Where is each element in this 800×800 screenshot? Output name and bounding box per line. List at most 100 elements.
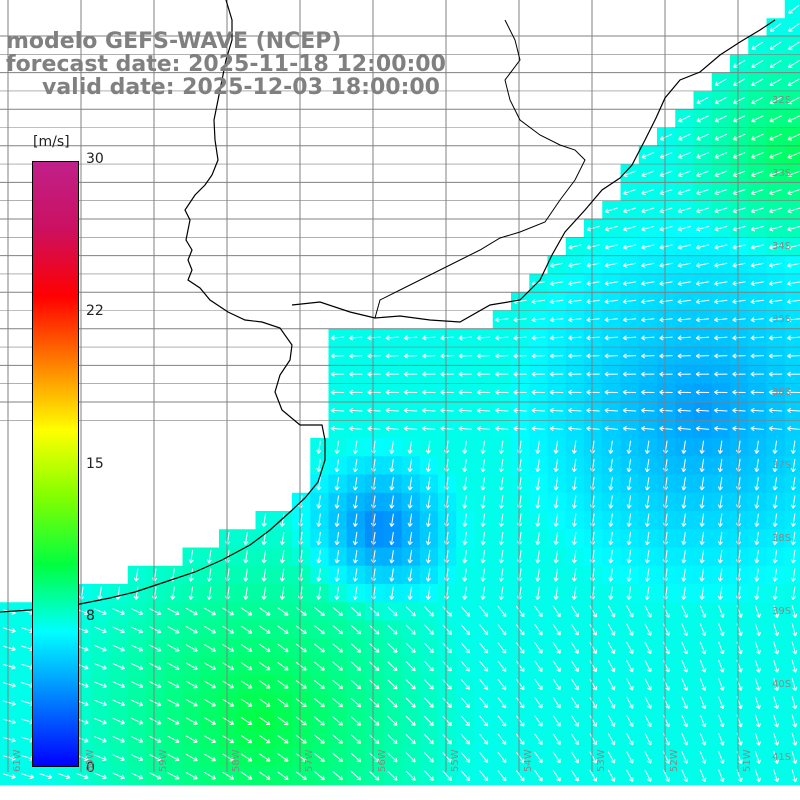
wind-arrow (604, 225, 618, 232)
wind-arrow (791, 750, 798, 764)
wind-arrow (259, 643, 271, 653)
wind-arrow (626, 696, 634, 709)
wind-arrow (112, 644, 126, 652)
wind-arrow (515, 624, 525, 636)
wind-arrow (497, 678, 507, 690)
wind-arrow (644, 660, 652, 673)
wind-arrow (424, 770, 434, 781)
wind-arrow (791, 696, 798, 710)
wind-arrow (678, 115, 691, 123)
wind-arrow (553, 477, 559, 491)
wind-arrow (681, 605, 689, 618)
wind-arrow (185, 680, 198, 689)
wind-arrow (659, 152, 673, 159)
wind-arrow (369, 606, 380, 617)
wind-arrow (750, 225, 764, 232)
wind-arrow (332, 679, 344, 690)
wind-arrow (422, 371, 436, 377)
wind-arrow (167, 772, 180, 780)
wind-arrow (385, 407, 399, 414)
wind-arrow (732, 280, 746, 286)
wind-arrow (768, 426, 783, 432)
wind-arrow (626, 751, 634, 764)
wind-arrow (641, 207, 655, 214)
wind-arrow (644, 495, 650, 509)
wind-arrow (549, 407, 564, 414)
wind-arrow (717, 550, 723, 564)
wind-arrow (277, 661, 289, 671)
wind-arrow (425, 513, 431, 527)
wind-arrow (714, 152, 728, 159)
wind-arrow (112, 699, 126, 707)
wind-arrow (462, 550, 468, 564)
wind-arrow (167, 626, 180, 634)
wind-arrow (277, 643, 289, 653)
wind-arrow (313, 679, 325, 689)
wind-arrow (498, 458, 504, 473)
wind-arrow (769, 41, 782, 50)
wind-arrow (206, 550, 212, 564)
wind-arrow (367, 389, 381, 395)
wind-arrow (568, 244, 582, 250)
wind-arrow (531, 335, 545, 341)
wind-arrow (754, 586, 760, 600)
wind-arrow (534, 733, 543, 745)
wind-arrow (425, 477, 431, 491)
wind-arrow (185, 771, 198, 780)
wind-arrow (349, 389, 363, 395)
wind-arrow (659, 189, 673, 196)
wind-arrow (552, 678, 561, 691)
wind-arrow (422, 407, 436, 414)
wind-arrow (332, 643, 344, 653)
wind-arrow (513, 371, 527, 377)
wind-arrow (425, 495, 431, 509)
wind-arrow (570, 751, 579, 764)
wind-arrow (608, 513, 614, 527)
wind-arrow (149, 717, 162, 725)
wind-arrow (460, 624, 471, 636)
wind-arrow (787, 389, 800, 395)
wind-arrow (458, 335, 472, 341)
wind-arrow (607, 714, 616, 728)
wind-arrow (515, 697, 525, 709)
lat-label: 39S (772, 606, 792, 617)
wind-arrow (313, 606, 325, 616)
wind-arrow (699, 458, 705, 473)
wind-arrow (259, 680, 271, 689)
wind-arrow (316, 458, 322, 473)
wind-arrow (112, 717, 126, 725)
wind-arrow (94, 699, 107, 707)
wind-arrow (279, 513, 285, 527)
wind-arrow (549, 280, 564, 286)
wind-arrow (442, 752, 452, 763)
wind-arrow (313, 771, 325, 781)
wind-arrow (754, 732, 761, 746)
wind-arrow (750, 280, 764, 286)
wind-arrow (772, 477, 778, 491)
wind-arrow (350, 734, 362, 744)
wind-arrow (552, 715, 561, 727)
wind-arrow (243, 586, 249, 600)
wind-arrow (750, 335, 764, 341)
wind-arrow (332, 606, 344, 617)
wind-arrow (787, 335, 800, 341)
wind-arrow (571, 513, 577, 527)
wind-arrow (681, 659, 689, 673)
wind-arrow (714, 299, 728, 305)
wind-arrow (677, 317, 691, 323)
wind-arrow (659, 371, 673, 377)
wind-arrow (535, 531, 541, 546)
wind-arrow (589, 678, 598, 691)
wind-arrow (422, 353, 436, 359)
lon-label: 56W (377, 749, 388, 772)
wind-arrow (754, 440, 760, 454)
wind-arrow (243, 531, 249, 546)
wind-arrow (714, 170, 728, 177)
wind-arrow (788, 23, 800, 32)
wind-arrow (130, 608, 144, 616)
wind-arrow (732, 207, 746, 214)
wind-arrow (240, 680, 253, 689)
wind-arrow (626, 531, 632, 546)
wind-arrow (626, 477, 632, 491)
lon-label: 54W (523, 749, 534, 772)
